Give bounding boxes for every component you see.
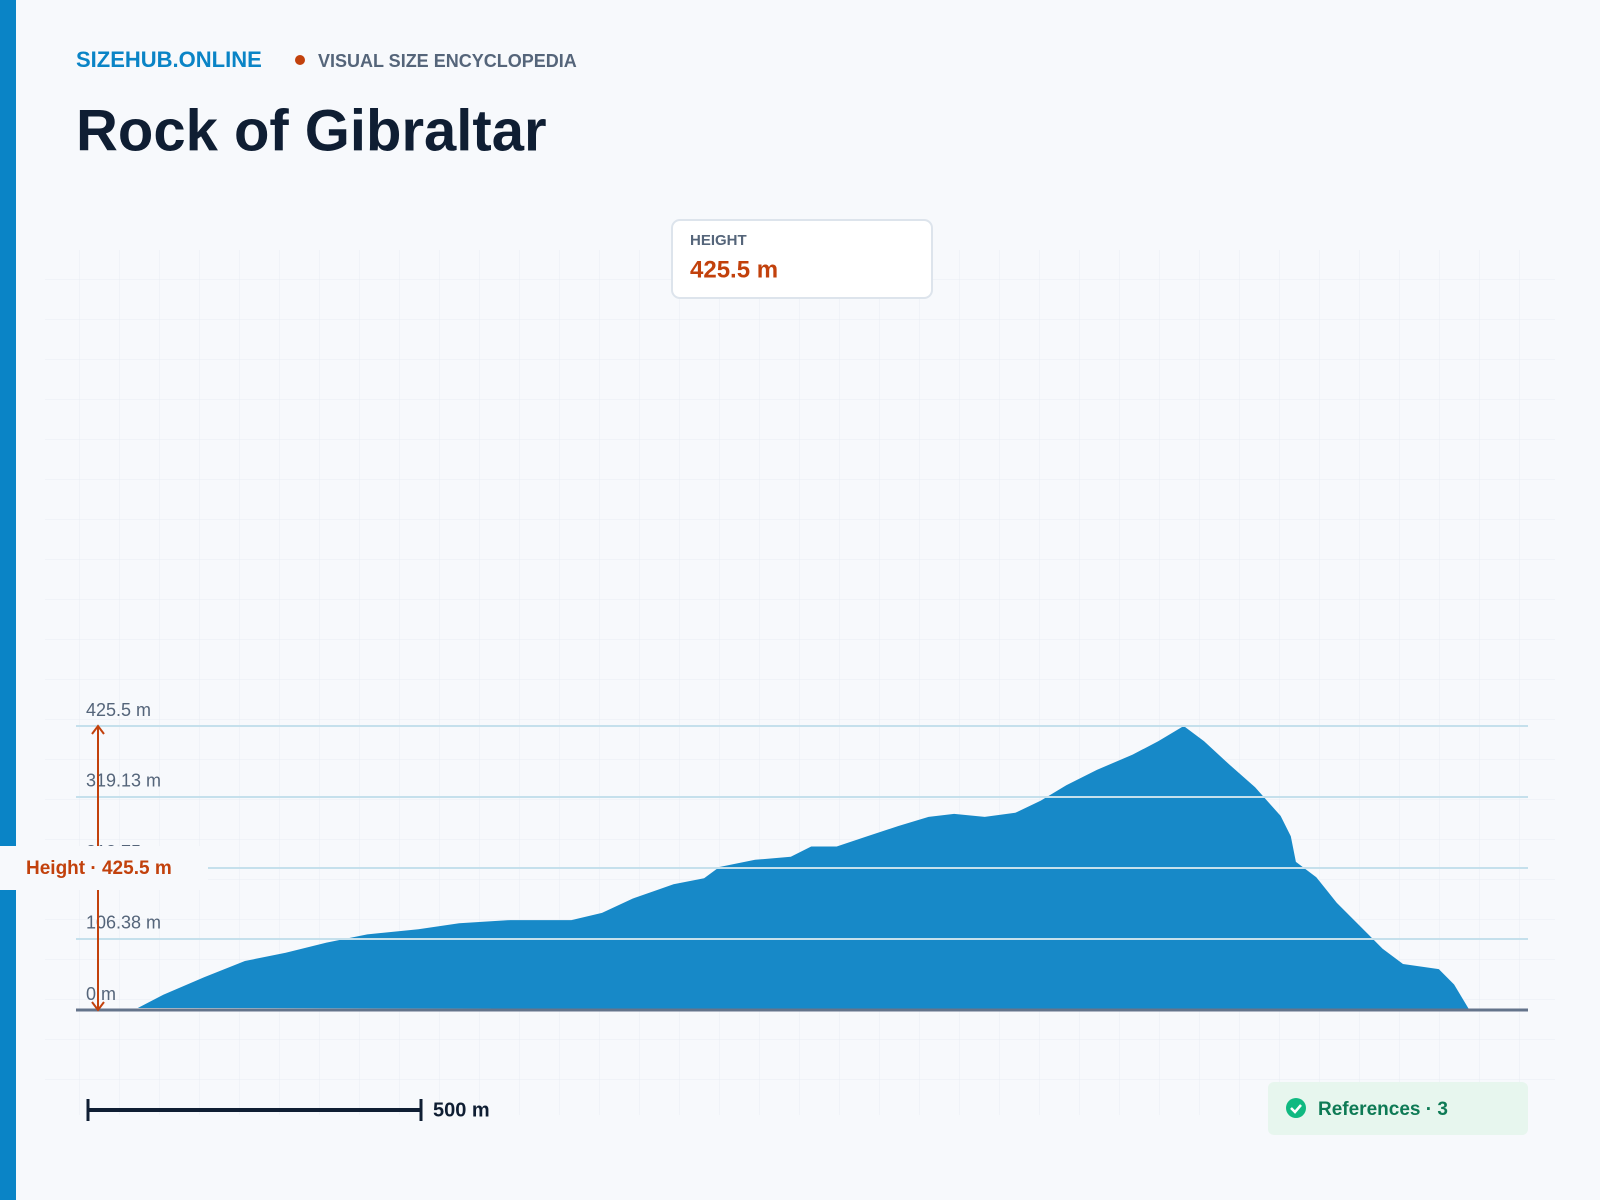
- height-annotation: Height · 425.5 m: [26, 858, 172, 879]
- tick-label: 0 m: [86, 984, 116, 1004]
- brand[interactable]: SIZEHUB.ONLINE: [76, 47, 262, 72]
- accent-bar: [0, 0, 16, 1200]
- card-value: 425.5 m: [690, 256, 778, 283]
- tick-label: 425.5 m: [86, 700, 151, 720]
- check-mark: [1290, 1104, 1302, 1114]
- tagline: VISUAL SIZE ENCYCLOPEDIA: [318, 51, 577, 71]
- check-icon: [1286, 1098, 1306, 1118]
- references[interactable]: References · 3: [1318, 1099, 1448, 1120]
- height-card: [671, 219, 933, 299]
- tick-label: 106.38 m: [86, 913, 161, 933]
- arrow-head: [91, 1001, 105, 1012]
- annotation-box: [0, 846, 208, 890]
- page-title: Rock of Gibraltar: [76, 98, 547, 163]
- arrow-head: [91, 724, 105, 735]
- references-badge[interactable]: [1268, 1082, 1528, 1135]
- card-label: HEIGHT: [690, 232, 747, 249]
- separator-dot: [295, 55, 305, 65]
- scale-label: 500 m: [433, 1099, 490, 1121]
- tick-label: 319.13 m: [86, 771, 161, 791]
